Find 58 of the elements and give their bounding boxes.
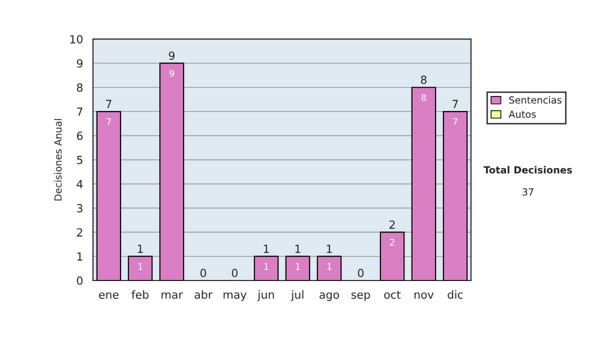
y-tick-label: 5 bbox=[77, 156, 82, 164]
y-tick-label: 1 bbox=[77, 252, 82, 261]
bar bbox=[96, 110, 122, 280]
text: Total Decisiones bbox=[484, 166, 572, 174]
bar bbox=[411, 86, 436, 280]
data-label: 1 bbox=[264, 263, 268, 270]
x-tick-label: jul bbox=[290, 290, 304, 301]
bar bbox=[442, 110, 468, 280]
data-label: 7 bbox=[106, 118, 111, 125]
data-label: 1 bbox=[296, 263, 300, 270]
bar bbox=[285, 256, 310, 280]
x-tick-label: oct bbox=[384, 290, 401, 299]
total-label: 1 bbox=[264, 244, 269, 253]
total-label: 1 bbox=[326, 244, 332, 253]
x-tick-label: nov bbox=[414, 292, 434, 299]
total-label: 1 bbox=[295, 244, 300, 253]
y-tick-label: 4 bbox=[76, 180, 83, 188]
total-label: 0 bbox=[358, 268, 364, 278]
text: 37 bbox=[522, 188, 534, 196]
bar bbox=[159, 62, 184, 280]
data-label: 9 bbox=[169, 70, 174, 77]
y-tick-label: 8 bbox=[76, 83, 83, 92]
y-tick-label: 6 bbox=[76, 132, 83, 140]
data-label: 2 bbox=[390, 238, 394, 246]
total-label: 2 bbox=[390, 220, 395, 229]
total-label: 0 bbox=[200, 268, 206, 278]
x-tick-label: ago bbox=[320, 292, 339, 301]
bar bbox=[128, 256, 153, 280]
y-tick-label: 9 bbox=[76, 59, 82, 68]
total-label: 8 bbox=[420, 76, 427, 84]
y-axis-title: Decisiones Anual bbox=[54, 119, 62, 200]
legend-label: Autos bbox=[508, 110, 536, 118]
total-label: 7 bbox=[452, 100, 458, 108]
data-label: 7 bbox=[453, 118, 458, 125]
bar bbox=[254, 256, 279, 280]
data-label: 1 bbox=[138, 263, 142, 270]
total-label: 0 bbox=[232, 268, 238, 278]
x-tick-label: sep bbox=[352, 292, 370, 301]
x-tick-label: feb bbox=[132, 290, 149, 299]
x-tick-label: mar bbox=[162, 292, 183, 299]
x-tick-label: may bbox=[224, 292, 247, 301]
legend-label: Sentencias bbox=[509, 96, 562, 104]
total-label: 9 bbox=[168, 51, 175, 60]
total-label: 1 bbox=[138, 244, 143, 253]
y-tick-label: 3 bbox=[77, 204, 82, 212]
bar bbox=[316, 256, 342, 280]
y-tick-label: 0 bbox=[76, 276, 83, 285]
y-tick-label: 7 bbox=[77, 108, 82, 116]
x-tick-label: ene bbox=[99, 292, 119, 299]
x-tick-label: jun bbox=[257, 290, 274, 301]
x-tick-label: abr bbox=[194, 290, 212, 299]
data-label: 8 bbox=[421, 94, 426, 101]
data-label: 1 bbox=[327, 263, 332, 270]
x-tick-label: dic bbox=[448, 290, 463, 299]
y-tick-label: 2 bbox=[77, 228, 82, 236]
y-tick-label: 10 bbox=[70, 35, 83, 44]
total-label: 7 bbox=[106, 100, 112, 108]
bar bbox=[380, 232, 405, 280]
